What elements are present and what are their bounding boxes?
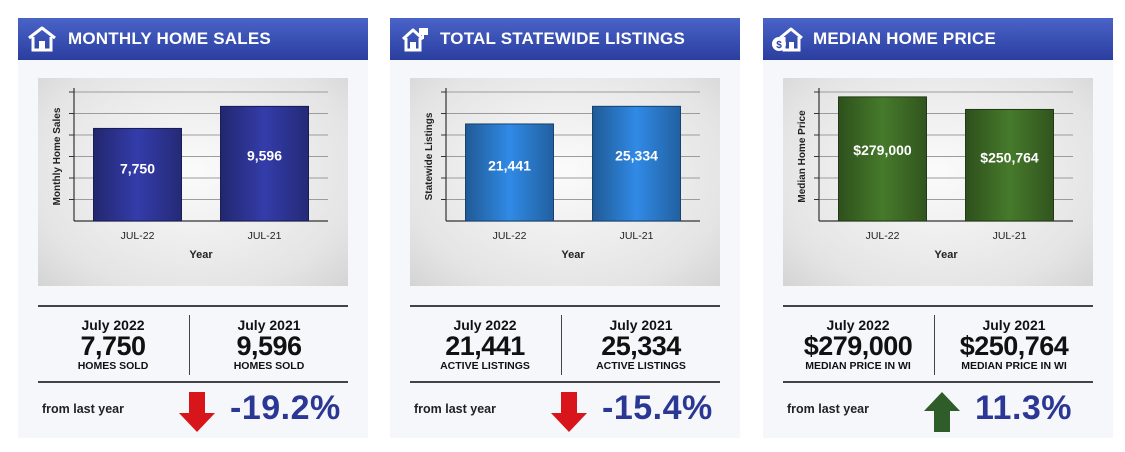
bar-value-label: $279,000 — [853, 142, 912, 158]
card-header: $ MEDIAN HOME PRICE — [763, 18, 1113, 60]
x-axis-label: Year — [189, 249, 213, 261]
stat-label: HOMES SOLD — [233, 360, 305, 372]
change-row: from last year 11.3% — [783, 385, 1093, 435]
bar-chart-svg: 7,750 JUL-22 9,596 JUL-21 Year Monthly Home S… — [52, 88, 328, 261]
house-icon — [28, 26, 56, 52]
change-percent: -15.4% — [602, 389, 713, 427]
svg-text:$: $ — [776, 40, 782, 51]
stats-panel: July 2022 $279,000 MEDIAN PRICE IN WI Ju… — [783, 305, 1093, 383]
down-arrow-icon — [179, 392, 215, 432]
bar-chart: $279,000 JUL-22 $250,764 JUL-21 Year Median H… — [783, 78, 1093, 286]
stat-value: 21,441 — [445, 331, 525, 361]
bar-chart-svg: 21,441 JUL-22 25,334 JUL-21 Year Statewide Li… — [424, 88, 700, 261]
card-title: MEDIAN HOME PRICE — [813, 29, 996, 48]
stat-july-2021: July 2021 9,596 HOMES SOLD — [194, 317, 344, 372]
down-arrow-icon — [551, 392, 587, 432]
x-tick-label: JUL-21 — [620, 230, 654, 242]
stats-divider — [189, 315, 190, 375]
monthly-home-sales-card: MONTHLY HOME SALES 7,750 JUL-22 9,596 JUL-2… — [18, 18, 368, 438]
stat-july-2022: July 2022 $279,000 MEDIAN PRICE IN WI — [783, 317, 933, 372]
x-tick-label: JUL-22 — [121, 230, 155, 242]
x-axis-label: Year — [561, 249, 585, 261]
stats-panel: July 2022 7,750 HOMES SOLD July 2021 9,5… — [38, 305, 348, 383]
change-label: from last year — [414, 402, 496, 416]
card-header: TOTAL STATEWIDE LISTINGS — [390, 18, 740, 60]
change-row: from last year -15.4% — [410, 385, 720, 435]
bar-value-label: 21,441 — [488, 158, 531, 174]
bar — [93, 127, 182, 222]
stat-year: July 2021 — [609, 317, 673, 333]
stat-year: July 2022 — [81, 317, 145, 333]
up-arrow-shape — [924, 392, 960, 432]
card-title: MONTHLY HOME SALES — [68, 29, 271, 48]
y-axis-label: Statewide Listings — [424, 112, 435, 200]
y-axis-label: Median Home Price — [797, 110, 808, 203]
stat-value: 7,750 — [80, 331, 146, 361]
stat-value: $279,000 — [803, 331, 913, 361]
change-label: from last year — [787, 402, 869, 416]
bar — [838, 96, 927, 222]
stat-value: 25,334 — [601, 331, 681, 361]
house-sign-icon — [401, 28, 428, 52]
stat-year: July 2021 — [982, 317, 1046, 333]
stat-label: ACTIVE LISTINGS — [596, 360, 686, 372]
down-arrow-shape — [179, 392, 215, 432]
change-row: from last year -19.2% — [38, 385, 348, 435]
bar — [592, 105, 681, 222]
stat-label: MEDIAN PRICE IN WI — [961, 360, 1067, 372]
stat-label: MEDIAN PRICE IN WI — [805, 360, 911, 372]
bar — [965, 108, 1054, 222]
bar — [220, 105, 309, 222]
y-axis-label: Monthly Home Sales — [52, 107, 63, 205]
stat-label: ACTIVE LISTINGS — [440, 360, 530, 372]
x-tick-label: JUL-22 — [866, 230, 900, 242]
bar-chart: 21,441 JUL-22 25,334 JUL-21 Year Statewide Li… — [410, 78, 720, 286]
bar-chart-svg: $279,000 JUL-22 $250,764 JUL-21 Year Median H… — [797, 88, 1073, 261]
bar-value-label: 7,750 — [120, 160, 155, 176]
stats-divider — [934, 315, 935, 375]
median-home-price-card: $ MEDIAN HOME PRICE $279,000 JUL-22 $250,7… — [763, 18, 1113, 438]
bar-value-label: 9,596 — [247, 148, 282, 164]
down-arrow-shape — [551, 392, 587, 432]
stats-divider — [561, 315, 562, 375]
stat-july-2022: July 2022 21,441 ACTIVE LISTINGS — [410, 317, 560, 372]
total-statewide-listings-card: TOTAL STATEWIDE LISTINGS 21,441 JUL-22 25,… — [390, 18, 740, 438]
card-title: TOTAL STATEWIDE LISTINGS — [440, 29, 685, 48]
stat-value: 9,596 — [236, 331, 302, 361]
stat-label: HOMES SOLD — [77, 360, 149, 372]
stat-value: $250,764 — [959, 331, 1069, 361]
card-header: MONTHLY HOME SALES — [18, 18, 368, 60]
stat-july-2021: July 2021 $250,764 MEDIAN PRICE IN WI — [939, 317, 1089, 372]
up-arrow-icon — [924, 392, 960, 432]
house-dollar-icon: $ — [772, 27, 803, 52]
x-tick-label: JUL-22 — [493, 230, 527, 242]
x-tick-label: JUL-21 — [993, 230, 1027, 242]
change-label: from last year — [42, 402, 124, 416]
x-tick-label: JUL-21 — [248, 230, 282, 242]
stat-july-2021: July 2021 25,334 ACTIVE LISTINGS — [566, 317, 716, 372]
stat-july-2022: July 2022 7,750 HOMES SOLD — [38, 317, 188, 372]
bar — [465, 123, 554, 222]
bar-value-label: 25,334 — [615, 147, 658, 163]
stat-year: July 2022 — [453, 317, 517, 333]
bar-chart: 7,750 JUL-22 9,596 JUL-21 Year Monthly Home S… — [38, 78, 348, 286]
x-axis-label: Year — [934, 249, 958, 261]
bar-value-label: $250,764 — [980, 149, 1039, 165]
stats-panel: July 2022 21,441 ACTIVE LISTINGS July 20… — [410, 305, 720, 383]
stat-year: July 2021 — [237, 317, 301, 333]
stat-year: July 2022 — [826, 317, 890, 333]
change-percent: 11.3% — [975, 389, 1073, 427]
change-percent: -19.2% — [230, 389, 341, 427]
